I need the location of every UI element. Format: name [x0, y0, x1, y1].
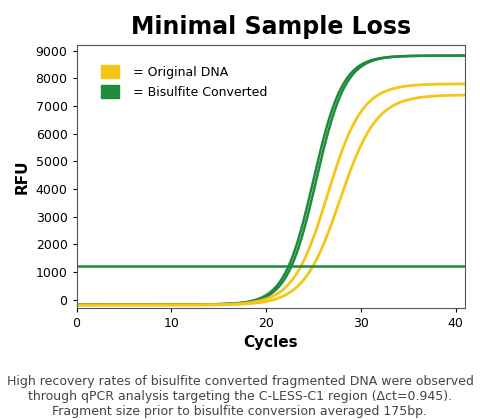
Title: Minimal Sample Loss: Minimal Sample Loss	[131, 15, 411, 39]
Legend:  = Original DNA,  = Bisulfite Converted: = Original DNA, = Bisulfite Converted	[95, 59, 274, 105]
X-axis label: Cycles: Cycles	[243, 336, 298, 350]
Text: High recovery rates of bisulfite converted fragmented DNA were observed
through : High recovery rates of bisulfite convert…	[7, 375, 473, 418]
Y-axis label: RFU: RFU	[15, 159, 30, 194]
